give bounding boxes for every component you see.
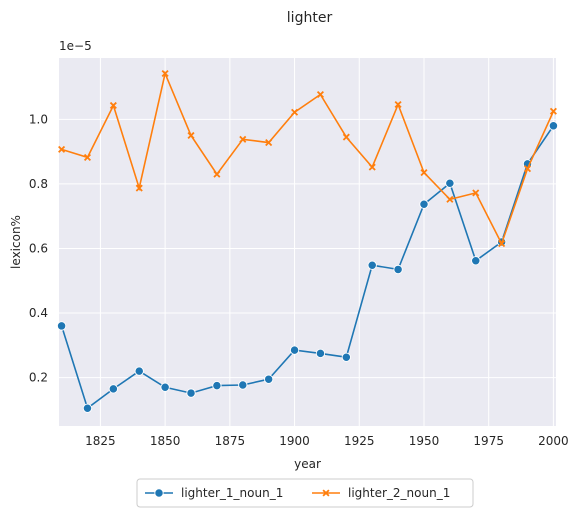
data-point [135,184,143,192]
data-point [134,366,144,376]
data-point [212,380,222,391]
data-point [213,170,221,178]
data-point [393,264,403,275]
x-tick-label: 2000 [538,434,569,448]
data-point [264,374,274,384]
legend-box [136,478,474,508]
data-point [316,90,324,99]
data-point [472,189,480,197]
data-point [186,388,196,398]
data-point [445,178,455,188]
chart-title: lighter [287,10,333,26]
x-tick-label: 1975 [473,434,504,448]
legend-item: lighter_1_noun_1 [145,486,283,500]
y-axis-scale-label: 1e−5 [59,39,92,53]
legend-item: lighter_2_noun_1 [312,486,450,500]
y-tick-label: 0.2 [29,371,48,385]
data-point [160,382,170,392]
y-axis-label: lexicon% [9,215,23,269]
data-point [367,260,377,270]
y-tick-label: 0.4 [29,306,48,320]
data-point [289,345,300,355]
data-point [420,169,428,177]
legend-marker [154,488,164,498]
data-point [471,256,481,266]
data-point [161,69,169,78]
data-point [419,199,429,209]
y-tick-label: 0.8 [29,177,48,191]
x-tick-label: 1850 [150,434,181,448]
legend-label: lighter_2_noun_1 [348,486,450,500]
x-axis-label: year [294,457,321,471]
series-layer [56,69,559,413]
series-line [61,70,555,246]
y-tick-label: 0.6 [29,241,48,255]
y-tick-label: 1.0 [29,112,48,126]
x-axis-ticks: 1825 1850 1875 1900 1925 1950 1975 2000 [85,434,569,448]
data-point [239,135,247,143]
x-tick-label: 1950 [409,434,440,448]
data-point [56,321,67,331]
legend-label: lighter_1_noun_1 [181,486,283,500]
x-tick-label: 1925 [344,434,375,448]
data-point [109,101,117,109]
data-point [368,163,376,171]
y-axis-ticks: 0.2 0.4 0.6 0.8 1.0 [29,112,48,384]
data-point [291,108,299,116]
data-point [394,100,402,109]
data-point [341,352,351,362]
series-line [60,125,555,410]
data-point [58,145,66,153]
x-tick-label: 1875 [215,434,246,448]
grid-lines [59,58,556,426]
data-point [523,165,532,173]
plot-background [59,58,556,426]
legend-marker [322,489,330,497]
data-point [315,348,326,359]
data-point [548,121,559,131]
data-point [82,403,93,413]
data-point [342,133,350,141]
data-point [549,107,557,115]
series-lighter_2_noun_1 [58,69,557,248]
data-point [265,139,273,147]
data-point [108,384,119,394]
data-point [498,240,506,248]
series-lighter_1_noun_1 [56,121,559,413]
data-point [187,131,195,140]
data-point [446,195,454,203]
data-point [238,380,248,390]
x-tick-label: 1825 [85,434,116,448]
x-tick-label: 1900 [279,434,310,448]
data-point [83,153,92,161]
legend: lighter_1_noun_1 lighter_2_noun_1 [136,478,474,508]
